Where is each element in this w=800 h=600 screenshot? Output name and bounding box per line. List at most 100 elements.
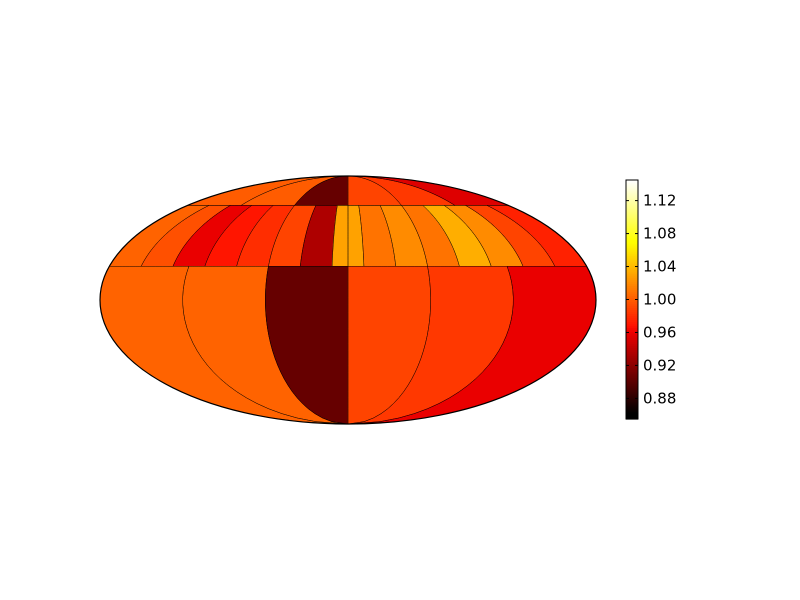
colorbar-swatch [626,325,638,328]
colorbar-swatch [626,239,638,243]
map-outline [99,175,597,425]
colorbar-swatch [626,257,638,261]
colorbar-swatch [626,415,638,418]
colorbar-swatch [626,263,638,267]
colorbar-tick-label: 1.04 [643,258,676,276]
colorbar-swatch [626,223,638,227]
colorbar-swatch [626,371,638,374]
colorbar-swatch [626,387,638,390]
colorbar-swatch [626,409,638,412]
colorbar: 0.88 0.92 0.96 1.00 1.04 1.08 1.12 [625,179,676,420]
colorbar-swatch [626,247,638,251]
colorbar-swatch [626,403,638,406]
colorbar-swatch [626,191,638,195]
colorbar-swatch [626,245,638,249]
colorbar-swatch [626,321,638,324]
colorbar-swatch [626,341,638,344]
colorbar-swatch [626,359,638,362]
colorbar-swatch [626,367,638,370]
colorbar-swatch [626,391,638,394]
colorbar-swatch [626,381,638,384]
colorbar-swatch [626,209,638,213]
colorbar-swatch [626,407,638,410]
colorbar-swatch [626,393,638,396]
colorbar-swatch [626,323,638,326]
colorbar-swatch [626,361,638,364]
colorbar-swatch [626,389,638,392]
colorbar-swatch [626,309,638,313]
colorbar-tick-label: 0.92 [643,356,676,374]
colorbar-swatch [626,207,638,211]
colorbar-swatch [626,301,638,305]
colorbar-swatch [626,351,638,354]
colorbar-swatch [626,279,638,283]
colorbar-swatch [626,293,638,297]
colorbar-swatch [626,399,638,402]
colorbar-swatch [626,273,638,277]
colorbar-swatch [626,377,638,380]
colorbar-swatch [626,255,638,259]
colorbar-swatch [626,385,638,388]
colorbar-swatch [626,297,638,301]
colorbar-swatch [626,375,638,378]
colorbar-swatch [626,319,638,323]
colorbar-swatch [626,405,638,408]
colorbar-tick-label: 0.88 [643,389,676,407]
colorbar-swatch [626,363,638,366]
colorbar-swatch [626,397,638,400]
colorbar-swatch [626,417,638,420]
colorbar-swatch [626,333,638,336]
colorbar-swatch [626,281,638,285]
colorbar-swatch [626,287,638,291]
colorbar-swatch [626,180,638,183]
colorbar-swatch [626,277,638,281]
colorbar-tick-label: 1.08 [643,225,676,243]
colorbar-swatch [626,243,638,247]
colorbar-swatch [626,233,638,237]
colorbar-swatch [626,183,638,187]
colorbar-swatch [626,259,638,263]
colorbar-swatch [626,211,638,215]
colorbar-swatch [626,221,638,225]
colorbar-swatch [626,379,638,382]
colorbar-swatch [626,195,638,199]
colorbar-swatch [626,313,638,317]
colorbar-swatch [626,205,638,209]
colorbar-swatch [626,305,638,309]
colorbar-gradient [626,180,638,420]
colorbar-swatch [626,347,638,350]
colorbar-swatch [626,237,638,241]
colorbar-swatch [626,219,638,223]
colorbar-swatch [626,401,638,404]
colorbar-swatch [626,181,638,185]
colorbar-swatch [626,235,638,239]
colorbar-tick-label: 0.96 [643,323,676,341]
colorbar-swatch [626,227,638,231]
colorbar-swatch [626,291,638,295]
colorbar-swatch [626,267,638,271]
colorbar-swatch [626,265,638,269]
colorbar-swatch [626,345,638,348]
colorbar-swatch [626,283,638,287]
colorbar-swatch [626,229,638,233]
colorbar-swatch [626,327,638,330]
colorbar-swatch [626,349,638,352]
colorbar-swatch [626,355,638,358]
colorbar-swatch [626,187,638,191]
colorbar-swatch [626,289,638,293]
colorbar-swatch [626,303,638,307]
colorbar-tick-label: 1.12 [643,192,676,210]
colorbar-swatch [626,383,638,386]
colorbar-swatch [626,201,638,205]
colorbar-swatch [626,193,638,197]
colorbar-swatch [626,271,638,275]
colorbar-ticks: 0.88 0.92 0.96 1.00 1.04 1.08 1.12 [626,192,676,407]
colorbar-swatch [626,331,638,334]
colorbar-swatch [626,231,638,235]
colorbar-swatch [626,395,638,398]
colorbar-swatch [626,373,638,376]
colorbar-swatch [626,189,638,193]
colorbar-swatch [626,413,638,416]
colorbar-swatch [626,337,638,340]
